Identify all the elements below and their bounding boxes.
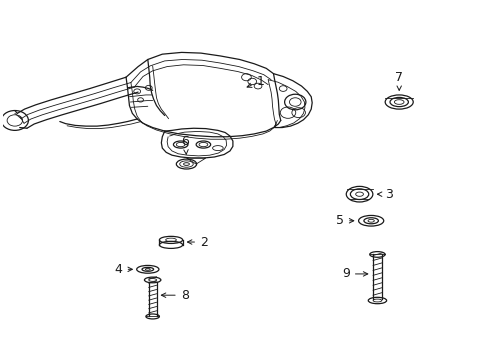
Text: 2: 2 <box>187 235 207 248</box>
Ellipse shape <box>183 163 189 166</box>
Text: 1: 1 <box>246 75 264 88</box>
Text: 7: 7 <box>394 71 403 90</box>
Text: 3: 3 <box>377 188 392 201</box>
Text: 4: 4 <box>115 263 132 276</box>
Text: 9: 9 <box>341 267 367 280</box>
Text: 5: 5 <box>335 214 353 227</box>
Text: 6: 6 <box>181 135 189 154</box>
Text: 8: 8 <box>161 289 188 302</box>
